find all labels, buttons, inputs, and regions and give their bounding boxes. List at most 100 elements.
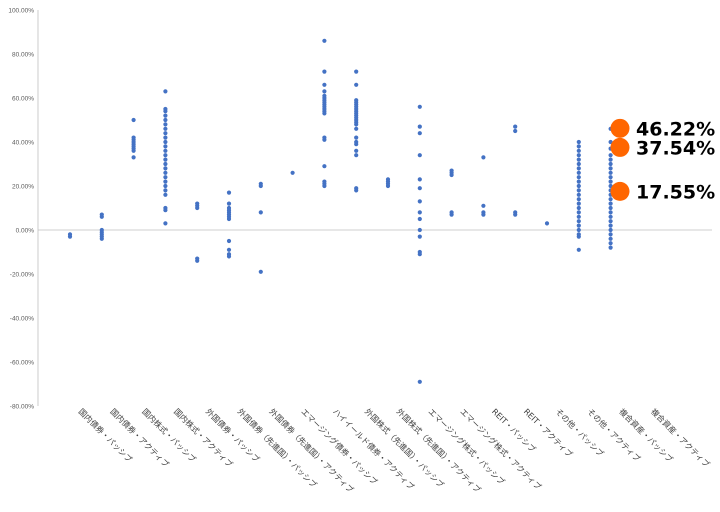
data-point [576,247,581,252]
data-point [163,221,168,226]
data-point [163,113,168,118]
data-point [608,179,613,184]
y-tick-label: 0.00% [16,228,35,235]
data-point [449,172,454,178]
data-point [608,219,613,224]
data-point [163,89,168,94]
data-point [163,166,168,171]
data-point [576,175,581,180]
y-tick-label: -40.00% [10,316,34,323]
data-point [576,197,581,202]
y-tick-label: 20.00% [12,184,34,191]
data-point [513,212,518,217]
data-point [163,208,168,213]
data-point [576,170,581,175]
data-point [385,183,391,189]
data-point [576,148,581,153]
data-points [67,38,613,384]
data-point [226,254,232,259]
data-point [322,69,327,74]
data-point [576,166,581,171]
data-point [608,153,613,158]
annotation-label: 37.54% [636,137,715,159]
data-point [67,234,73,239]
data-point [576,161,581,167]
data-point [608,245,613,250]
data-point [322,89,327,94]
annotation-marker [610,181,630,201]
data-point [481,212,486,217]
data-point [576,201,581,206]
data-point [576,234,581,239]
data-point [608,161,613,167]
data-point [417,216,422,222]
data-point [417,210,422,215]
data-point [608,210,613,215]
data-point [354,82,359,87]
data-point [608,170,613,175]
data-point [417,252,422,257]
data-point [226,190,232,195]
data-point [576,179,581,184]
data-point [417,199,422,204]
data-point [576,139,581,145]
data-point [417,124,422,129]
data-point [608,232,613,237]
data-point [608,214,613,219]
data-point [576,144,581,149]
data-point [322,137,327,142]
data-point [513,124,518,129]
data-point [99,214,104,219]
data-point [608,157,613,162]
y-tick-label: 100.00% [8,8,34,15]
annotation-label: 46.22% [636,118,715,140]
data-point [354,69,359,74]
data-point [163,170,168,175]
data-point [131,148,136,153]
data-point [163,109,168,114]
data-point [576,227,581,233]
data-point [544,221,550,226]
data-point [290,170,295,175]
data-point [322,82,327,87]
data-point [163,192,168,197]
data-point [576,214,581,219]
data-point [163,161,168,167]
data-point [481,155,486,160]
data-point [608,166,613,171]
data-point [417,104,422,109]
data-point [576,183,581,189]
y-tick-label: 60.00% [12,96,34,103]
annotations: 46.22%37.54% 17.55% [610,118,715,203]
data-point [449,212,454,217]
data-point [576,153,581,158]
data-point [608,227,613,233]
data-point [163,131,168,136]
data-point [608,236,613,241]
annotation-marker [610,137,630,157]
data-point [163,135,168,140]
data-point [322,183,327,189]
data-point [99,236,104,241]
data-point [163,144,168,149]
y-tick-label: -80.00% [10,404,34,411]
data-point [417,234,422,239]
data-point [163,126,168,131]
data-point [608,205,613,211]
data-point [322,38,327,43]
data-point [354,122,359,127]
data-point [417,227,422,233]
data-point [354,142,359,147]
data-point [576,157,581,162]
data-point [163,122,168,127]
data-point [576,205,581,211]
data-point [354,126,359,131]
y-tick-label: 40.00% [12,140,34,147]
data-point [576,188,581,193]
data-point [608,197,613,202]
data-point [258,269,263,274]
data-point [131,155,136,160]
data-point [354,188,359,193]
data-point [226,238,232,244]
data-point [163,179,168,184]
